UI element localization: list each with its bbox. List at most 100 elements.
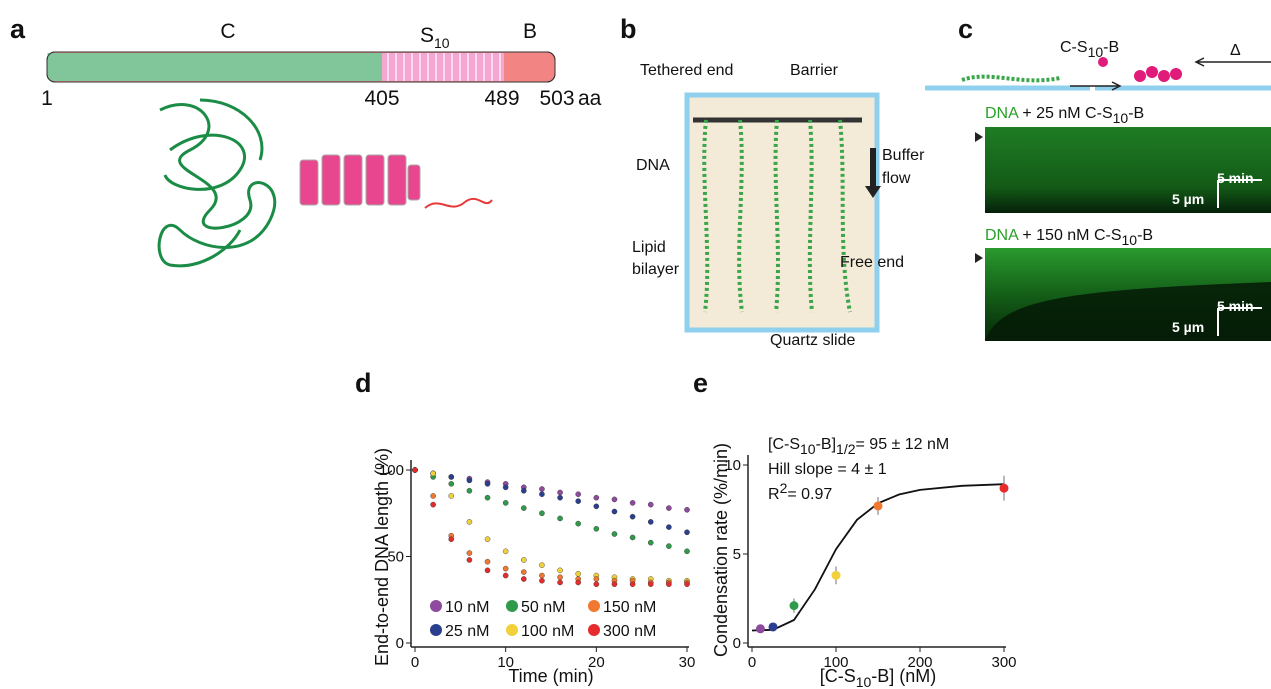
- data-point: [557, 579, 563, 586]
- delta-arrow: [1194, 57, 1271, 67]
- label: Free end: [840, 254, 904, 271]
- data-point: [629, 581, 636, 587]
- protein-dots: [1098, 57, 1182, 82]
- data-point: [873, 501, 883, 511]
- text-part: C-S: [1060, 39, 1088, 56]
- legend-swatch: [506, 600, 518, 612]
- data-point: [521, 505, 527, 511]
- data-point: [593, 526, 600, 532]
- legend-swatch: [588, 624, 600, 636]
- data-point: [448, 493, 455, 499]
- legend-label: 150 nM: [603, 599, 656, 616]
- legend-label: 300 nM: [603, 623, 656, 640]
- annotation: [C-S10-B]1/2= 95 ± 12 nM: [768, 436, 949, 457]
- data-point: [502, 572, 509, 579]
- text-part: [C-S: [820, 666, 856, 686]
- dna-strands: [702, 119, 852, 313]
- data-point: [466, 519, 473, 525]
- data-point: [575, 498, 582, 504]
- panel-c: c C-S10-B Δ DNA + 25 nM C-S10-B 5 min 5 …: [925, 14, 1271, 341]
- x-tick-label: 0: [748, 654, 756, 671]
- unit-label: aa: [578, 87, 602, 110]
- legend-label: 10 nM: [445, 599, 489, 616]
- domain-label: B: [523, 20, 537, 43]
- data-point: [430, 470, 436, 477]
- data-point: [539, 572, 545, 579]
- x-tick-label: 0: [411, 654, 419, 671]
- y-axis-title: End-to-end DNA length (%): [372, 448, 392, 666]
- scale-bar: [1217, 307, 1262, 336]
- label: Lipid: [632, 239, 666, 256]
- structure-b: [424, 197, 493, 209]
- position-label: 489: [484, 87, 519, 110]
- data-point: [593, 576, 600, 582]
- data-point: [684, 581, 690, 587]
- label: Quartz slide: [770, 332, 855, 349]
- y-tick-label: 10: [724, 457, 741, 474]
- scale-bar: [1217, 179, 1262, 208]
- dna-sketch: [961, 74, 1061, 83]
- legend-label: 25 nM: [445, 623, 489, 640]
- data-point: [684, 548, 690, 555]
- data-point: [647, 581, 654, 587]
- data-point: [539, 486, 545, 492]
- scale-label: 5 µm: [1172, 319, 1204, 335]
- panel-letter: e: [693, 368, 708, 398]
- data-point: [502, 565, 509, 572]
- scale-label: 5 min: [1217, 170, 1254, 186]
- label: DNA: [636, 157, 670, 174]
- kymograph: [985, 127, 1271, 213]
- x-tick-label: 300: [991, 654, 1016, 671]
- label: Buffer: [882, 147, 925, 164]
- data-point: [521, 487, 527, 494]
- legend-label: 100 nM: [521, 623, 574, 640]
- text-part: = 0.97: [787, 486, 832, 503]
- data-point: [521, 557, 527, 563]
- data-point: [755, 624, 765, 634]
- arrow: [1070, 81, 1122, 91]
- data-point: [484, 494, 491, 501]
- flow-arrowhead: [865, 186, 881, 198]
- panel-a: a C S10 B 1 405 489 503 aa: [10, 14, 602, 268]
- data-point: [666, 524, 672, 530]
- subscript: 10: [856, 674, 872, 689]
- text-part: + 25 nM C-S: [1018, 105, 1113, 122]
- domain-c: [55, 53, 382, 81]
- data-point: [629, 534, 636, 541]
- y-tick-label: 0: [396, 635, 404, 652]
- panel-letter: a: [10, 14, 26, 44]
- x-axis-title: Time (min): [508, 666, 593, 686]
- structure-c: [157, 98, 277, 268]
- text-part: -B: [1103, 39, 1119, 56]
- data-point: [466, 487, 473, 494]
- data-point: [539, 562, 545, 568]
- data-point: [831, 570, 841, 580]
- subscript: 10: [1122, 232, 1138, 248]
- data-point: [412, 467, 418, 473]
- legend-swatch: [506, 624, 518, 636]
- y-tick-label: 50: [387, 549, 404, 566]
- text-part: -B] (nM): [871, 666, 936, 686]
- position-label: 1: [41, 87, 53, 110]
- text-part: -B: [1128, 105, 1144, 122]
- data-point: [647, 519, 654, 525]
- panel-letter: b: [620, 14, 637, 44]
- marker: [975, 253, 983, 263]
- label: C-S10-B: [1060, 39, 1119, 60]
- y-axis-title: Condensation rate (%/min): [711, 443, 731, 657]
- legend-swatch: [588, 600, 600, 612]
- data-point: [666, 543, 672, 549]
- text-part: = 95 ± 12 nM: [856, 436, 950, 453]
- label: bilayer: [632, 261, 680, 278]
- x-tick-label: 30: [679, 654, 696, 671]
- data-point: [629, 513, 636, 520]
- data-point: [684, 529, 690, 536]
- data-point: [484, 567, 491, 574]
- text-part: -B: [1137, 227, 1153, 244]
- protein-outline: [46, 51, 556, 83]
- data-point: [557, 489, 563, 496]
- scale-label: 5 µm: [1172, 191, 1204, 207]
- data-point: [647, 539, 654, 546]
- data-point: [502, 500, 509, 506]
